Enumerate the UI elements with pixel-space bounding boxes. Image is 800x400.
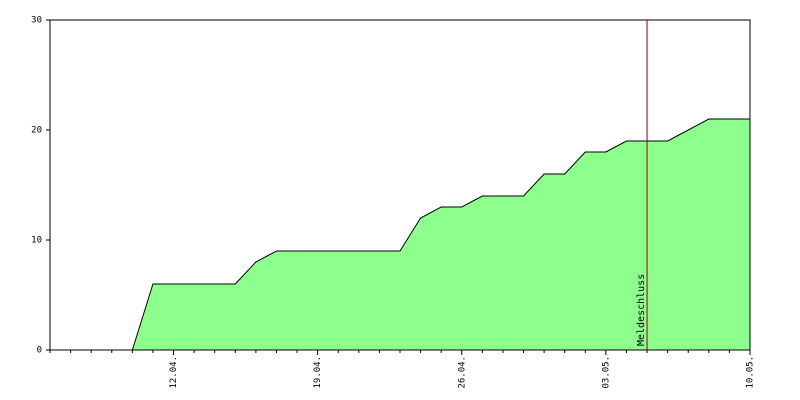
x-tick-label: 19.04. (313, 356, 323, 389)
x-tick-label: 12.04. (169, 356, 179, 389)
x-tick-label: 03.05. (601, 356, 611, 389)
y-tick-label: 0 (37, 346, 42, 356)
y-tick-label: 10 (31, 236, 42, 246)
area-line (50, 118, 750, 351)
x-tick-label: 10.05. (746, 356, 756, 389)
x-tick-label: 26.04. (457, 356, 467, 389)
y-tick-label: 20 (31, 126, 42, 136)
deadline-label: Meldeschluss (636, 274, 647, 346)
y-tick-label: 30 (31, 16, 42, 26)
area (50, 119, 750, 350)
